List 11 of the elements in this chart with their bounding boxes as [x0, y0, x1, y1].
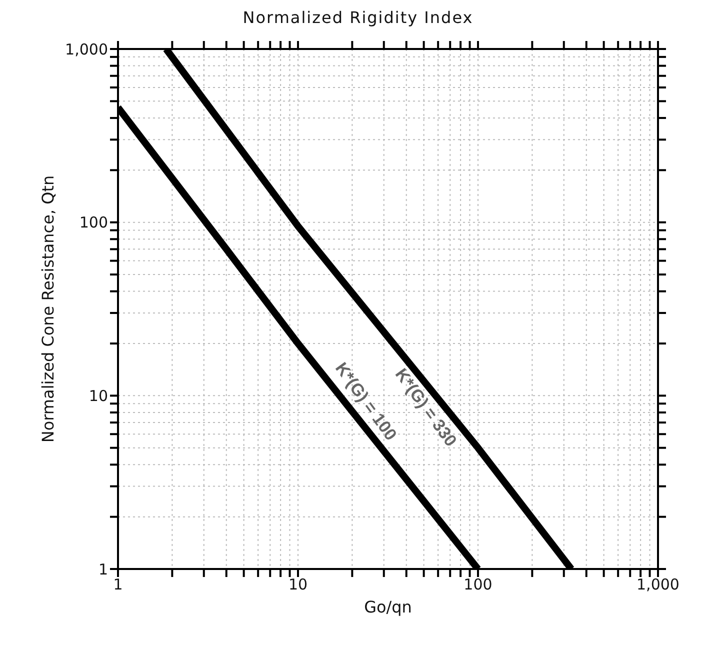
y-tick-label: 100 — [79, 214, 108, 232]
y-tick-label: 1 — [98, 560, 108, 578]
y-tick-label: 10 — [88, 386, 108, 405]
x-tick-label: 1,000 — [636, 576, 680, 594]
x-axis-title: Go/qn — [364, 597, 412, 616]
chart-title: Normalized Rigidity Index — [242, 8, 474, 27]
y-tick-label: 1,000 — [65, 40, 108, 58]
x-tick-label: 100 — [464, 576, 492, 594]
x-tick-label: 1 — [113, 576, 123, 594]
x-tick-label: 10 — [288, 576, 308, 594]
y-axis-title: Normalized Cone Resistance, Qtn — [38, 175, 58, 443]
